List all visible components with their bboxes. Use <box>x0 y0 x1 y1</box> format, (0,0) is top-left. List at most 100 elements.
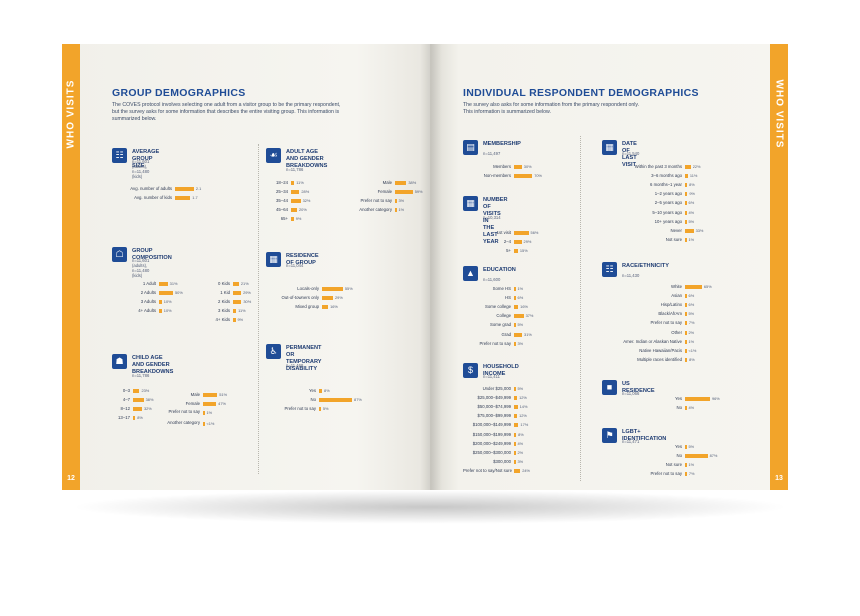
bar <box>233 318 236 323</box>
bar <box>175 187 194 191</box>
bar-label: Prefer not to say <box>650 471 682 477</box>
bar-label: 35–44 <box>276 198 288 204</box>
bar-label: No <box>310 397 317 403</box>
bar-label: Yes <box>674 444 682 449</box>
bar-value: 16% <box>520 304 528 310</box>
section-sample-size: n=11,601 (adults), n=11,480 (kids) <box>132 258 150 278</box>
section-title: RACE/ETHNICITY <box>622 263 669 270</box>
bar <box>514 240 522 245</box>
section-title-line: RACE/ETHNICITY <box>622 263 669 269</box>
bar-label: 3–6 months ago <box>651 173 682 179</box>
section-sample-size: n=11,066 <box>622 391 640 396</box>
bar-value: 16% <box>330 304 338 310</box>
bar <box>685 219 687 224</box>
bar-label: $200,000–$249,999 <box>472 440 511 446</box>
bar-value: 4% <box>688 405 695 411</box>
bar <box>319 407 321 412</box>
bar <box>203 402 217 407</box>
bar-label: 5–10 years ago <box>652 209 682 215</box>
bar-label: Some HS <box>492 286 511 291</box>
bar-label: 65+ <box>280 216 288 222</box>
bar-value: 31% <box>524 331 532 337</box>
section-title-line: AVERAGE GROUP SIZE <box>132 149 160 169</box>
left-page: WHO VISITS 12 GROUP DEMOGRAPHICS The COV… <box>62 44 430 490</box>
section-title: CHILD AGE AND GENDER BREAKDOWNS <box>132 355 173 376</box>
section-sample-size: n=11,411 <box>483 374 500 379</box>
section-sample-size: n=11,540 <box>622 151 640 156</box>
bar <box>685 183 688 188</box>
bar-value: 7% <box>688 471 695 477</box>
bar <box>319 389 323 393</box>
bar-label: 8–12 <box>120 406 130 412</box>
bar <box>395 181 407 185</box>
bar-label: 1–2 years ago <box>654 191 682 197</box>
bar-value: 87% <box>354 397 362 403</box>
bar-value: 37% <box>525 313 534 319</box>
bar-value: 1% <box>688 236 695 242</box>
bar <box>685 339 687 344</box>
bar-value: 50% <box>175 290 183 296</box>
bar-value: 1% <box>206 410 213 416</box>
bar <box>133 398 144 403</box>
bar-label: 2 Adults <box>140 290 156 296</box>
bar <box>685 321 687 326</box>
bar-value: 9% <box>237 317 244 323</box>
bar-label: $75,000–$99,999 <box>477 413 511 419</box>
left-side-tab: WHO VISITS 12 <box>62 44 80 490</box>
section-title-line: NUMBER OF VISITS IN <box>483 197 508 224</box>
bar-value: 3% <box>398 198 405 204</box>
section-sample-size: n=11,601 (adults), n=11,480 (kids) <box>132 159 150 179</box>
graduation-cap-icon: ▲ <box>463 266 478 281</box>
section-title-line: PERMANENT OR TEMPORARY <box>286 345 322 365</box>
bar-value: 11% <box>238 308 246 314</box>
bar-label: Within the past 3 months <box>634 164 682 169</box>
bar-label: $25,000–$49,999 <box>477 395 511 401</box>
bar <box>685 330 687 335</box>
bar-label: 6 months–1 year <box>649 182 682 188</box>
bar-value: 1% <box>688 462 695 468</box>
bar-value: 30% <box>523 164 532 169</box>
bar <box>514 441 516 446</box>
bar <box>395 208 397 213</box>
section-title-line: LGBT+ IDENTIFICATION <box>622 429 667 442</box>
bar <box>322 305 329 310</box>
bar-label: Not sure <box>665 462 682 468</box>
bar-label: Yes <box>674 396 682 401</box>
map-icon: ▦ <box>266 252 281 267</box>
bar-value: 4% <box>688 209 695 215</box>
bar-label: No <box>676 453 683 459</box>
bar <box>514 423 519 428</box>
section-title: US RESIDENCE <box>622 381 655 395</box>
section-sample-size: n=11,786 <box>286 167 304 172</box>
bar-value: 9% <box>689 191 695 197</box>
bar-value: 65% <box>703 284 712 289</box>
bar <box>291 181 295 185</box>
adults-icon: ☙ <box>266 148 281 163</box>
bar <box>133 407 142 412</box>
bar-value: 6% <box>517 295 524 301</box>
bar-label: Black/AfrAm <box>658 311 682 317</box>
bar-value: 31% <box>169 281 178 286</box>
bar-value: 12% <box>519 395 527 401</box>
bar-value: 10% <box>163 308 172 314</box>
bar-label: Non-members <box>483 173 511 179</box>
section-sample-size: n=11,786 <box>132 373 150 378</box>
section-sample-size: n=11,044 <box>286 263 304 268</box>
bar <box>685 357 688 362</box>
bar-value: 8% <box>689 356 695 362</box>
right-column-divider <box>580 136 581 481</box>
right-side-tab: WHO VISITS 13 <box>770 44 788 490</box>
section-title: LGBT+ IDENTIFICATION <box>622 429 666 443</box>
bar <box>514 341 516 346</box>
right-page-number: 13 <box>775 475 783 482</box>
usa-map-icon: ■ <box>602 380 617 395</box>
bar-value: 8% <box>689 182 695 188</box>
bar-value: 6% <box>688 200 695 206</box>
bar-value: 38% <box>408 180 417 185</box>
right-page-intro: The survey also asks for some informatio… <box>463 102 639 116</box>
section-sample-size: n=11,600 <box>483 277 501 282</box>
right-intro-line: The survey also asks for some informatio… <box>463 102 640 108</box>
bar <box>175 196 191 201</box>
section-title-line: HOUSEHOLD INCOME <box>483 364 519 377</box>
bar <box>322 296 334 301</box>
